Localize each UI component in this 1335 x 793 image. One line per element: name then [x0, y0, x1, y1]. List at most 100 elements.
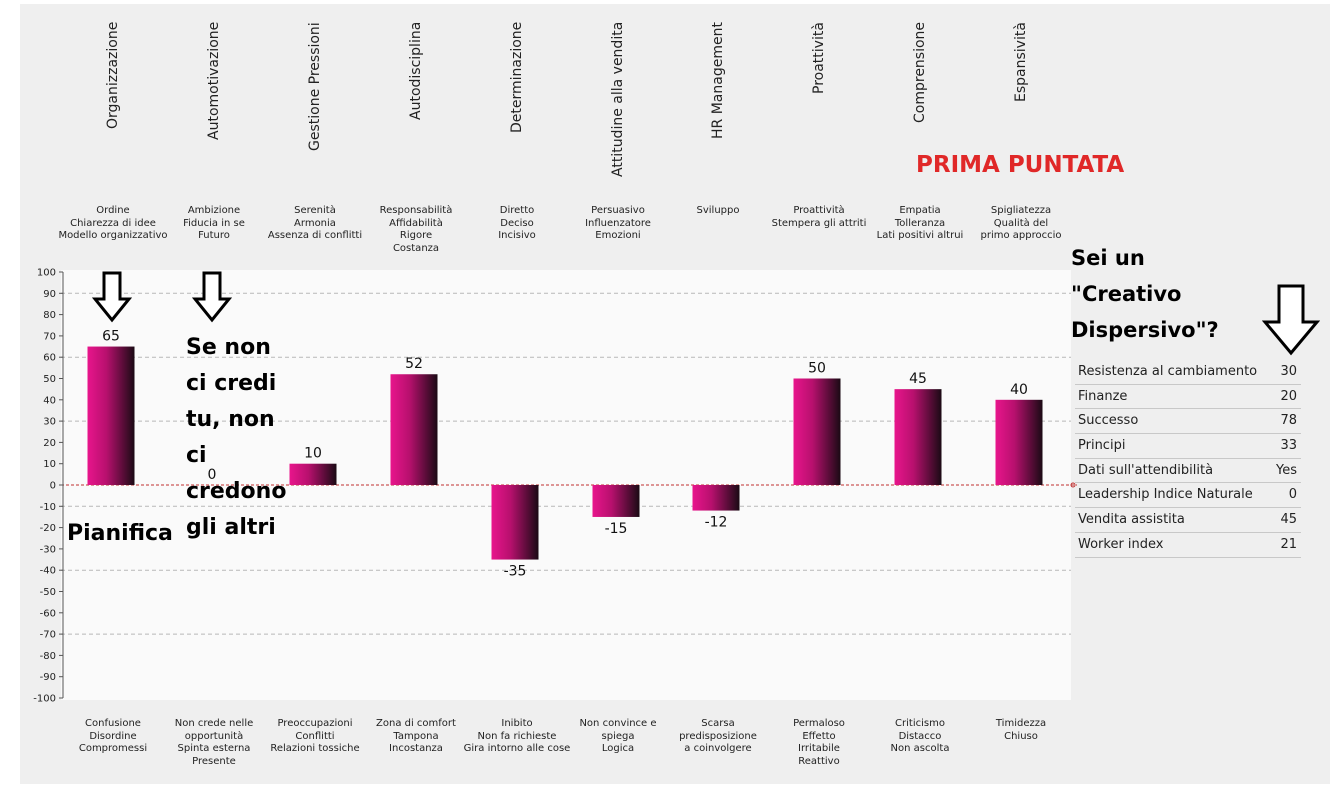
score-value: 30: [1280, 364, 1297, 379]
bar: [491, 485, 539, 560]
positive-descriptor: Empatia Tolleranza Lati positivi altrui: [876, 205, 964, 241]
y-tick-label: -70: [40, 630, 56, 641]
bar-value-label: 0: [208, 467, 217, 483]
negative-descriptor: Criticismo Distacco Non ascolta: [890, 718, 950, 754]
score-row: Leadership Indice Naturale 0: [1075, 483, 1301, 509]
y-tick-label: -50: [40, 587, 56, 598]
bar-value-label: 65: [102, 329, 120, 345]
down-arrow-icon: [192, 271, 232, 323]
down-arrow-icon: [92, 271, 132, 323]
score-table: Resistenza al cambiamento 30 Finanze 20 Succ…: [1075, 360, 1301, 558]
score-value: 0: [1288, 487, 1297, 503]
y-tick-label: 40: [43, 395, 56, 406]
y-tick-label: 70: [43, 331, 56, 342]
score-row: Principi 33: [1075, 434, 1301, 459]
category-label: Comprensione: [912, 21, 928, 123]
score-label: Dati sull'attendibilità: [1078, 462, 1214, 478]
score-value: 45: [1280, 512, 1297, 528]
negative-descriptor: Inibito Non fa richieste Gira intorno al…: [463, 718, 571, 754]
bar: [87, 346, 135, 485]
category-label: Gestione Pressioni: [307, 22, 323, 151]
y-tick-label: -20: [40, 523, 56, 534]
score-label: Finanze: [1078, 388, 1128, 404]
score-value: 33: [1280, 438, 1297, 454]
bar: [995, 399, 1043, 485]
negative-descriptor: Preoccupazioni Conflitti Relazioni tossi…: [270, 718, 360, 754]
down-arrow-icon: [1262, 284, 1320, 356]
score-row: Successo 78: [1075, 409, 1301, 435]
category-label: Organizzazione: [105, 21, 121, 129]
bar-value-label: 40: [1010, 382, 1028, 398]
score-value: Yes: [1276, 462, 1297, 478]
bar-value-label: -12: [705, 515, 728, 531]
category-label: Espansività: [1013, 22, 1029, 102]
negative-descriptor: Non crede nelle opportunità Spinta ester…: [174, 718, 254, 767]
score-row: Dati sull'attendibilità Yes: [1075, 459, 1301, 484]
positive-descriptor: Ordine Chiarezza di idee Modello organiz…: [58, 205, 168, 241]
bar: [692, 485, 740, 511]
bar: [390, 374, 438, 485]
prima-puntata-title: PRIMA PUNTATA: [916, 152, 1125, 178]
creativo-dispersivo-question: Sei un "Creativo Dispersivo"?: [1071, 246, 1219, 342]
score-row: Vendita assistita 45: [1075, 508, 1301, 533]
y-tick-label: -40: [40, 566, 56, 577]
category-label: Automotivazione: [206, 21, 222, 140]
bar: [289, 463, 337, 485]
positive-descriptor: Responsabilità Affidabilità Rigore Costa…: [379, 205, 453, 254]
score-label: Worker index: [1078, 536, 1164, 552]
y-tick-label: 90: [43, 289, 56, 300]
y-tick-label: -30: [40, 544, 56, 555]
bar-value-label: -35: [504, 564, 527, 580]
zero-marker: [1070, 482, 1076, 488]
positive-descriptor: Spigliatezza Qualità del primo approccio: [980, 205, 1062, 241]
positive-descriptor: Serenità Armonia Assenza di conflitti: [267, 205, 363, 241]
score-label: Resistenza al cambiamento: [1078, 364, 1258, 379]
negative-descriptor: Scarsa predisposizione a coinvolgere: [679, 718, 757, 754]
score-label: Successo: [1078, 413, 1139, 429]
y-tick-label: 10: [43, 459, 56, 470]
y-tick-label: -80: [40, 651, 56, 662]
y-tick-label: 100: [37, 268, 56, 279]
category-label: Determinazione: [509, 21, 525, 133]
negative-descriptor: Non convince e spiega Logica: [579, 718, 657, 754]
bar-value-label: -15: [605, 521, 628, 537]
y-tick-label: -10: [40, 502, 56, 513]
negative-descriptor: Zona di comfort Tampona Incostanza: [376, 718, 456, 754]
bar-value-label: 50: [808, 361, 826, 377]
score-value: 20: [1280, 388, 1297, 404]
bar-value-label: 52: [405, 356, 423, 372]
se-non-ci-credi-note: Se non ci credi tu, non ci credono gli a…: [186, 335, 287, 540]
score-label: Vendita assistita: [1078, 512, 1185, 528]
negative-descriptor: Permaloso Effetto Irritabile Reattivo: [793, 718, 845, 767]
negative-descriptor: Confusione Disordine Compromessi: [78, 718, 148, 754]
y-tick-label: 80: [43, 310, 56, 321]
score-row: Resistenza al cambiamento 30: [1075, 360, 1301, 385]
score-label: Principi: [1078, 438, 1126, 454]
score-row: Worker index 21: [1075, 533, 1301, 558]
positive-descriptor: Persuasivo Influenzatore Emozioni: [585, 205, 651, 241]
positive-descriptor: Proattività Stempera gli attriti: [771, 205, 867, 229]
bar: [592, 485, 640, 517]
score-label: Leadership Indice Naturale: [1078, 487, 1253, 503]
positive-descriptor: Diretto Deciso Incisivo: [498, 205, 536, 241]
y-tick-label: 0: [50, 481, 56, 492]
category-label: Attitudine alla vendita: [610, 21, 626, 177]
score-row: Finanze 20: [1075, 385, 1301, 410]
y-tick-label: -100: [33, 694, 56, 705]
score-value: 21: [1280, 536, 1297, 552]
y-tick-label: -90: [40, 672, 56, 683]
pianifica-note: Pianifica: [67, 521, 173, 546]
bar-value-label: 45: [909, 371, 927, 387]
y-tick-label: 50: [43, 374, 56, 385]
category-label: Proattività: [811, 22, 827, 94]
category-label: Autodisciplina: [408, 21, 424, 120]
y-tick-label: -60: [40, 608, 56, 619]
score-value: 78: [1280, 413, 1297, 429]
y-tick-label: 60: [43, 353, 56, 364]
bar-value-label: 10: [304, 446, 322, 462]
y-tick-label: 30: [43, 417, 56, 428]
bar: [894, 389, 942, 485]
negative-descriptor: Timidezza Chiuso: [995, 718, 1047, 742]
positive-descriptor: Sviluppo: [696, 205, 740, 216]
